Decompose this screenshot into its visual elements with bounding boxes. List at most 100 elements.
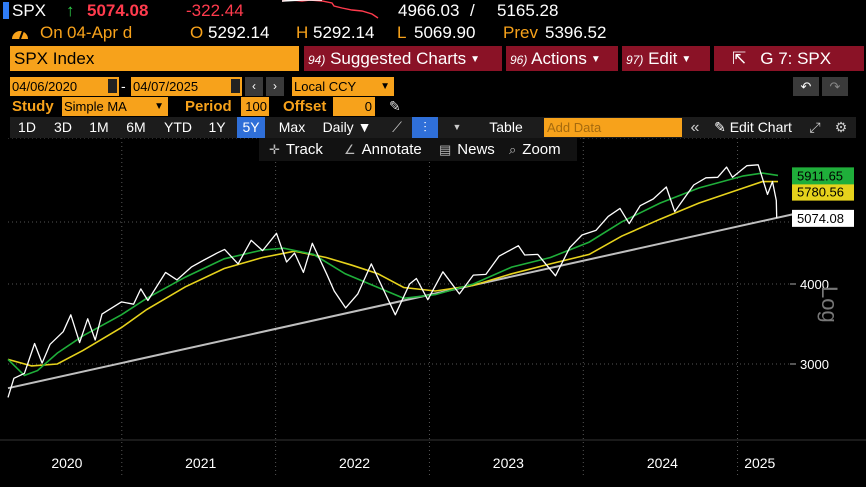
line-chart-icon[interactable]: ⟋ [392, 119, 402, 135]
export-icon: ⇱ [732, 49, 747, 68]
collapse-left-icon[interactable]: « [690, 119, 700, 136]
ma-green-value-label: 5911.65 [797, 168, 843, 183]
start-date-field[interactable]: 04/06/2020 [10, 77, 119, 96]
suggested-charts-menu[interactable]: 94) Suggested Charts ▼ [304, 46, 502, 71]
price-value-label-bg [792, 209, 854, 227]
undo-button[interactable]: ↶ [793, 77, 819, 96]
launchpad-button[interactable]: ⇱ G 7: SPX [714, 46, 864, 71]
caret-down-icon: ▼ [154, 101, 164, 112]
edit-chart-button[interactable]: ✎ Edit Chart [714, 119, 792, 135]
chart-tools-bar: ✛ Track ∠ Annotate ▤ News ⌕ Zoom [259, 138, 577, 161]
ma-yellow-line [7, 180, 778, 367]
zoom-tool[interactable]: ⌕ Zoom [509, 141, 561, 158]
calendar-icon[interactable] [108, 79, 117, 93]
date-range-bar: 04/06/2020 - 04/07/2025 ‹ › Local CCY ▼ ↶… [0, 77, 866, 96]
y-axis-scale-label: Log [817, 286, 842, 323]
x-tick-label: 2022 [339, 455, 370, 471]
range-1d-button[interactable]: 1D [18, 119, 36, 135]
open-value: 5292.14 [208, 23, 270, 42]
bar-chart-icon[interactable]: ⫶ [412, 117, 438, 138]
ma-green-value-label-bg [792, 167, 854, 185]
high-value: 5292.14 [313, 23, 375, 42]
settings-icon[interactable]: ⚙ [834, 119, 848, 135]
edit-menu[interactable]: 97) Edit ▼ [622, 46, 710, 71]
y-tick-label: 3000 [800, 357, 829, 372]
next-period-button[interactable]: › [266, 77, 284, 96]
range-toolbar: 1D 3D 1M 6M YTD 1Y 5Y Max Daily ▼ ⟋ ⫶ ▼ … [10, 117, 856, 138]
price-value-label: 5074.08 [797, 211, 844, 226]
on-date: 04-Apr d [67, 23, 133, 42]
annotate-tool[interactable]: ∠ Annotate [344, 141, 422, 158]
news-icon: ▤ [439, 142, 452, 157]
table-button[interactable]: Table [489, 119, 523, 135]
ohlc-bar: On 04-Apr d O 5292.14 H 5292.14 L 5069.9… [0, 21, 866, 44]
ma-yellow-value-label-bg [792, 183, 854, 201]
range-6m-button[interactable]: 6M [126, 119, 146, 135]
ma-green-line [7, 172, 779, 377]
expand-chart-icon[interactable]: ⤢ [809, 119, 821, 135]
date-separator: - [121, 78, 126, 94]
frequency-select[interactable]: Daily ▼ [322, 119, 372, 135]
range-max-button[interactable]: Max [278, 119, 306, 135]
crosshair-icon: ✛ [269, 142, 280, 157]
low-value: 5069.90 [414, 23, 476, 42]
high-label: H [296, 23, 309, 42]
price-line [7, 164, 778, 398]
prev-period-button[interactable]: ‹ [245, 77, 263, 96]
annotate-icon: ∠ [344, 142, 356, 157]
ticker-symbol[interactable]: SPX [12, 1, 47, 20]
chart-type-dropdown-icon[interactable]: ▼ [452, 122, 462, 132]
range-1y-button[interactable]: 1Y [208, 119, 226, 135]
x-tick-label: 2025 [744, 455, 775, 471]
prev-value: 5396.52 [545, 23, 607, 42]
day-range-separator: / [470, 1, 475, 20]
open-label: O [190, 23, 204, 42]
function-bar: SPX Index 94) Suggested Charts ▼ 96) Acti… [0, 46, 866, 71]
redo-button[interactable]: ↷ [822, 77, 848, 96]
news-tool[interactable]: ▤ News [439, 141, 495, 158]
track-tool[interactable]: ✛ Track [269, 141, 323, 158]
day-range-low: 4966.03 [398, 1, 460, 20]
price-chart[interactable]: 2020 2021 2022 2023 2024 2025 3000 4000 Log 5780.… [0, 138, 866, 487]
period-field[interactable]: 100 [241, 97, 269, 116]
study-bar: Study Simple MA ▼ Period 100 Offset 0 ✎ [0, 97, 866, 116]
actions-menu[interactable]: 96) Actions ▼ [506, 46, 618, 71]
x-tick-label: 2023 [493, 455, 524, 471]
offset-label: Offset [283, 98, 327, 115]
ticker-header: SPX ↑ 5074.08 -322.44 4966.03 / 5165.28 [0, 0, 866, 21]
ma-yellow-value-label: 5780.56 [797, 185, 844, 200]
range-3d-button[interactable]: 3D [54, 119, 72, 135]
security-field[interactable]: SPX Index [10, 46, 299, 71]
x-tick-label: 2024 [647, 455, 678, 471]
ticker-marker [3, 2, 9, 19]
day-range-high: 5165.28 [497, 1, 559, 20]
calendar-icon[interactable] [231, 79, 240, 93]
study-label: Study [12, 98, 54, 115]
add-data-input[interactable]: Add Data [544, 118, 682, 137]
study-select[interactable]: Simple MA ▼ [62, 97, 168, 116]
y-tick-label: 4000 [800, 277, 829, 292]
range-ytd-button[interactable]: YTD [164, 119, 192, 135]
gauge-icon [12, 30, 28, 40]
prev-label: Prev [503, 23, 538, 42]
caret-down-icon: ▼ [681, 54, 692, 65]
up-arrow-icon: ↑ [66, 1, 75, 20]
on-label: On [40, 23, 63, 42]
intraday-sparkline [282, 0, 379, 19]
end-date-field[interactable]: 04/07/2025 [131, 77, 242, 96]
range-5y-button[interactable]: 5Y [237, 117, 265, 138]
offset-field[interactable]: 0 [333, 97, 375, 116]
net-change: -322.44 [186, 1, 244, 20]
pencil-icon: ✎ [714, 119, 726, 135]
pencil-icon[interactable]: ✎ [389, 98, 401, 114]
caret-down-icon: ▼ [590, 54, 601, 65]
caret-down-icon: ▼ [470, 54, 481, 65]
period-label: Period [185, 98, 232, 115]
x-tick-label: 2021 [185, 455, 216, 471]
last-price: 5074.08 [87, 1, 149, 20]
currency-select[interactable]: Local CCY ▼ [292, 77, 394, 96]
magnifier-icon: ⌕ [509, 142, 517, 157]
range-1m-button[interactable]: 1M [89, 119, 109, 135]
caret-down-icon: ▼ [380, 81, 390, 92]
